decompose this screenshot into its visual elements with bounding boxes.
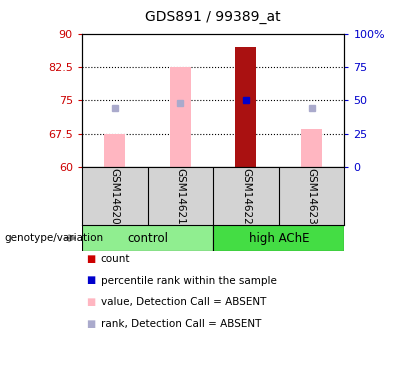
Text: value, Detection Call = ABSENT: value, Detection Call = ABSENT [101,297,266,307]
Text: high AChE: high AChE [249,232,309,244]
Text: GSM14622: GSM14622 [241,168,251,224]
Text: percentile rank within the sample: percentile rank within the sample [101,276,277,285]
Text: ■: ■ [86,319,95,329]
Bar [104,134,125,167]
Bar [170,67,191,167]
Text: genotype/variation: genotype/variation [4,233,103,243]
Text: ■: ■ [86,276,95,285]
Text: rank, Detection Call = ABSENT: rank, Detection Call = ABSENT [101,319,261,329]
Bar [301,129,322,167]
Bar [213,225,344,251]
Text: GSM14620: GSM14620 [110,168,120,224]
Text: GSM14621: GSM14621 [175,168,185,224]
Text: GDS891 / 99389_at: GDS891 / 99389_at [145,10,281,24]
Bar [82,225,213,251]
Text: count: count [101,254,130,264]
Text: ■: ■ [86,297,95,307]
Text: control: control [127,232,168,244]
Text: GSM14623: GSM14623 [307,168,317,224]
Text: ■: ■ [86,254,95,264]
Bar [236,47,257,167]
